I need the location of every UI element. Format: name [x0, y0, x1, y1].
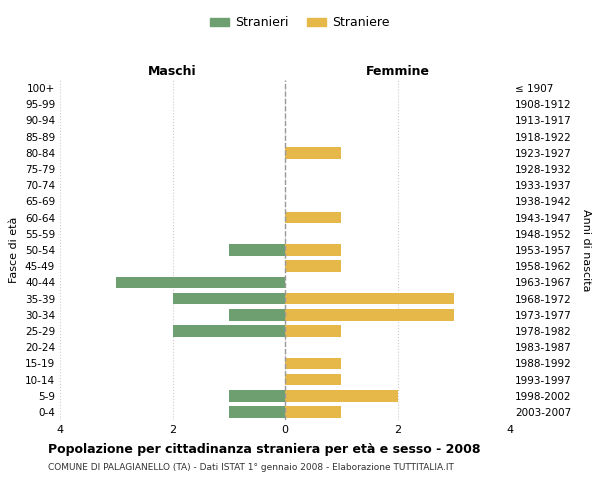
Text: Maschi: Maschi: [148, 64, 197, 78]
Bar: [116, 276, 285, 288]
Bar: [173, 292, 285, 304]
Y-axis label: Anni di nascita: Anni di nascita: [581, 208, 591, 291]
Bar: [285, 292, 454, 304]
Y-axis label: Fasce di età: Fasce di età: [10, 217, 19, 283]
Bar: [229, 244, 285, 256]
Legend: Stranieri, Straniere: Stranieri, Straniere: [205, 11, 395, 34]
Text: Femmine: Femmine: [365, 64, 430, 78]
Text: COMUNE DI PALAGIANELLO (TA) - Dati ISTAT 1° gennaio 2008 - Elaborazione TUTTITAL: COMUNE DI PALAGIANELLO (TA) - Dati ISTAT…: [48, 462, 454, 471]
Bar: [285, 309, 454, 320]
Bar: [285, 390, 398, 402]
Bar: [285, 244, 341, 256]
Bar: [229, 390, 285, 402]
Bar: [285, 406, 341, 417]
Bar: [285, 358, 341, 369]
Bar: [229, 406, 285, 417]
Bar: [285, 260, 341, 272]
Bar: [229, 309, 285, 320]
Bar: [285, 325, 341, 337]
Bar: [285, 374, 341, 386]
Text: Popolazione per cittadinanza straniera per età e sesso - 2008: Popolazione per cittadinanza straniera p…: [48, 442, 481, 456]
Bar: [173, 325, 285, 337]
Bar: [285, 212, 341, 224]
Bar: [285, 147, 341, 158]
